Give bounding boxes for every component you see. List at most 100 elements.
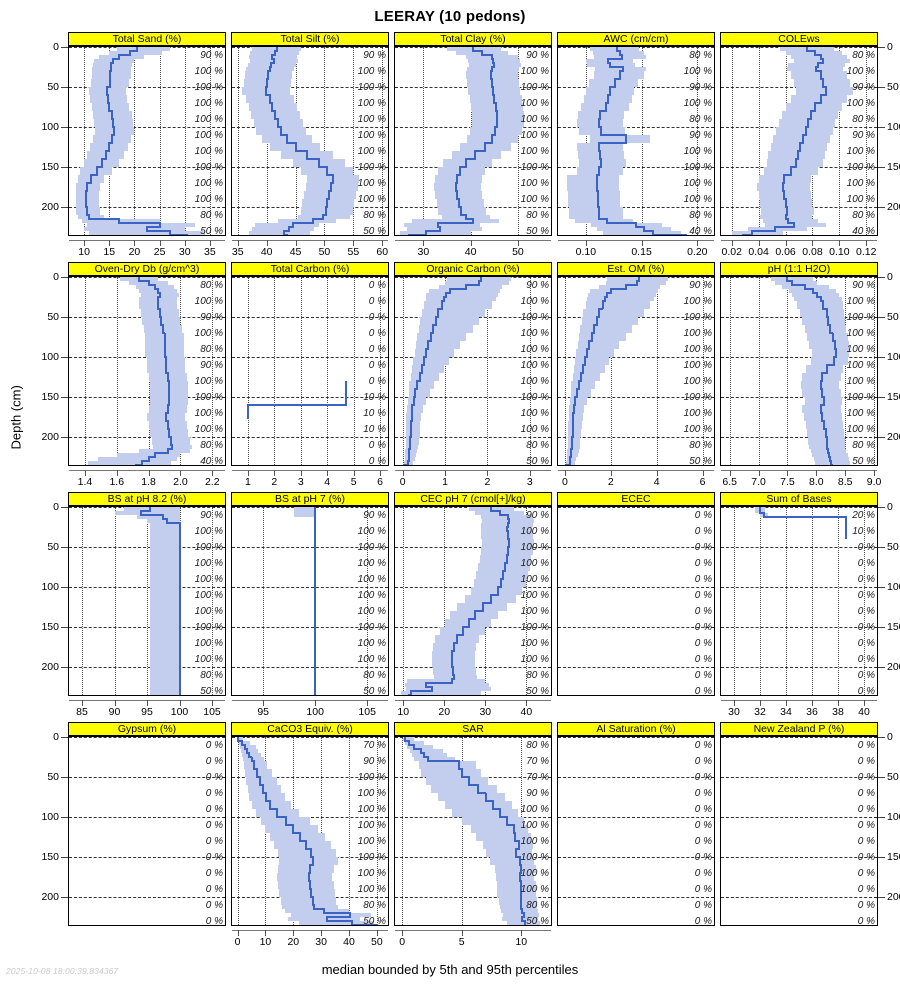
median-line-segment xyxy=(418,373,421,381)
percentile-band-segment xyxy=(78,215,105,219)
median-line-segment xyxy=(285,824,295,826)
median-line-segment xyxy=(429,333,432,341)
gridline-vertical xyxy=(697,47,699,235)
percent-annotation: 0 % xyxy=(694,686,712,696)
x-axis-tick xyxy=(315,700,317,706)
panel-total-clay: Total Clay (%) 90 % 100 % 100 % 100 % 100 % 10… xyxy=(394,32,552,236)
percentile-band-segment xyxy=(278,219,336,223)
percentile-band-segment xyxy=(566,457,577,461)
median-line-segment xyxy=(605,293,608,297)
percent-annotation-column: 90 % 100 % 100 % 100 % 100 % 100 % 100 % 100 % 1… xyxy=(837,277,877,465)
median-line-segment xyxy=(427,341,430,349)
percentile-band-segment xyxy=(770,143,828,151)
median-line-segment xyxy=(464,215,467,219)
median-line-segment xyxy=(166,421,169,429)
median-line-segment xyxy=(139,514,165,516)
gridline-vertical xyxy=(82,507,83,695)
median-line-segment xyxy=(240,744,247,746)
median-line-segment xyxy=(458,768,463,770)
percentile-band-segment xyxy=(766,159,824,167)
percentile-band-segment xyxy=(430,785,498,793)
percent-annotation: 100 % xyxy=(194,526,223,537)
median-line-segment xyxy=(799,143,802,151)
median-line-segment xyxy=(498,816,508,818)
median-line-segment xyxy=(309,864,314,866)
percentile-band-segment xyxy=(786,67,844,71)
gridline-vertical xyxy=(564,277,566,465)
median-line-segment xyxy=(429,332,435,334)
percent-annotation: 100 % xyxy=(683,178,712,189)
median-line-segment xyxy=(795,159,798,167)
median-line-segment xyxy=(505,817,508,825)
median-line-segment xyxy=(264,87,267,95)
gridline-vertical xyxy=(353,277,355,465)
depth-axis-tick-label: 150 xyxy=(41,851,59,863)
percent-annotation: 100 % xyxy=(520,622,549,633)
median-line-segment xyxy=(598,207,601,215)
x-axis-tick xyxy=(517,240,519,246)
depth-axis-tick-label: 150 xyxy=(41,161,59,173)
median-line-segment xyxy=(326,167,329,175)
percentile-band-segment xyxy=(237,737,244,741)
percent-annotation: 100 % xyxy=(357,114,386,125)
panel-title: New Zealand P (%) xyxy=(720,722,878,736)
median-line-segment xyxy=(168,389,171,397)
median-line-segment xyxy=(519,857,522,865)
depth-axis-tick-label: 200 xyxy=(41,891,59,903)
median-line-segment xyxy=(819,71,822,79)
x-axis-tick xyxy=(402,930,404,936)
median-line-segment xyxy=(802,135,805,143)
percent-annotation: 0 % xyxy=(205,868,223,879)
percent-annotation: 0 % xyxy=(694,820,712,831)
percent-annotation: 0 % xyxy=(694,756,712,767)
gridline-vertical xyxy=(184,47,186,235)
depth-axis-tick xyxy=(878,667,885,668)
median-line-segment xyxy=(609,66,624,68)
x-axis-tick xyxy=(179,700,181,706)
depth-axis-tick-label: 50 xyxy=(47,81,59,93)
x-axis: 6.5 7.0 7.5 8.0 8.5 9.0 xyxy=(721,470,881,488)
percentile-band-segment xyxy=(768,151,825,159)
median-line-segment xyxy=(268,67,271,71)
x-axis-tick-label: 0 xyxy=(399,476,406,488)
percentile-band-segment xyxy=(794,297,842,301)
gridline-horizontal xyxy=(395,437,551,438)
median-line-segment xyxy=(598,309,601,317)
depth-axis-tick xyxy=(878,587,885,588)
percentile-band-segment xyxy=(568,429,582,437)
percentile-band-segment xyxy=(405,449,418,453)
percentile-band-segment xyxy=(485,849,532,857)
percent-annotation: 100 % xyxy=(520,178,549,189)
percentile-band-segment xyxy=(577,341,620,349)
plot-area: 90 % 100 % 100 % 100 % 100 % 100 % 100 % 100 % 1… xyxy=(394,46,552,236)
x-axis-tick-label: 105 xyxy=(203,706,221,718)
percent-annotation: 100 % xyxy=(357,130,386,141)
depth-axis-tick xyxy=(61,437,68,438)
median-line-segment xyxy=(477,281,480,285)
panel-title: SAR xyxy=(394,722,552,736)
median-line-segment xyxy=(598,215,601,219)
median-line-segment xyxy=(823,421,826,429)
panel-total-sand: Total Sand (%) 90 % 100 % 100 % 100 % 100 % 10… xyxy=(68,32,226,236)
median-line-segment xyxy=(521,909,524,913)
median-line-segment xyxy=(427,760,461,762)
gridline-vertical xyxy=(84,47,86,235)
median-line-segment xyxy=(467,777,470,785)
median-line-segment xyxy=(460,207,463,215)
percent-annotation: 100 % xyxy=(683,424,712,435)
percent-annotation: 80 % xyxy=(526,210,549,221)
percent-annotation: 100 % xyxy=(846,424,875,435)
percent-annotation-column: 90 % 100 % 100 % 100 % 100 % 100 % 100 % 100 % 1… xyxy=(511,277,551,465)
median-line-segment xyxy=(502,571,505,579)
panel-colews: COLEws 80 % 100 % 90 % 100 % 80 % 90 % 100 % 100… xyxy=(720,32,878,236)
percentile-band-segment xyxy=(404,223,481,227)
median-line-segment xyxy=(153,285,156,289)
x-axis-tick xyxy=(180,470,182,476)
percentile-band-segment xyxy=(573,365,605,373)
percent-annotation: 100 % xyxy=(520,66,549,77)
x-axis-tick xyxy=(461,930,463,936)
median-line-segment xyxy=(165,413,168,421)
median-line-segment xyxy=(635,223,637,227)
percentile-band-segment xyxy=(567,437,581,445)
median-line-segment xyxy=(803,288,815,290)
